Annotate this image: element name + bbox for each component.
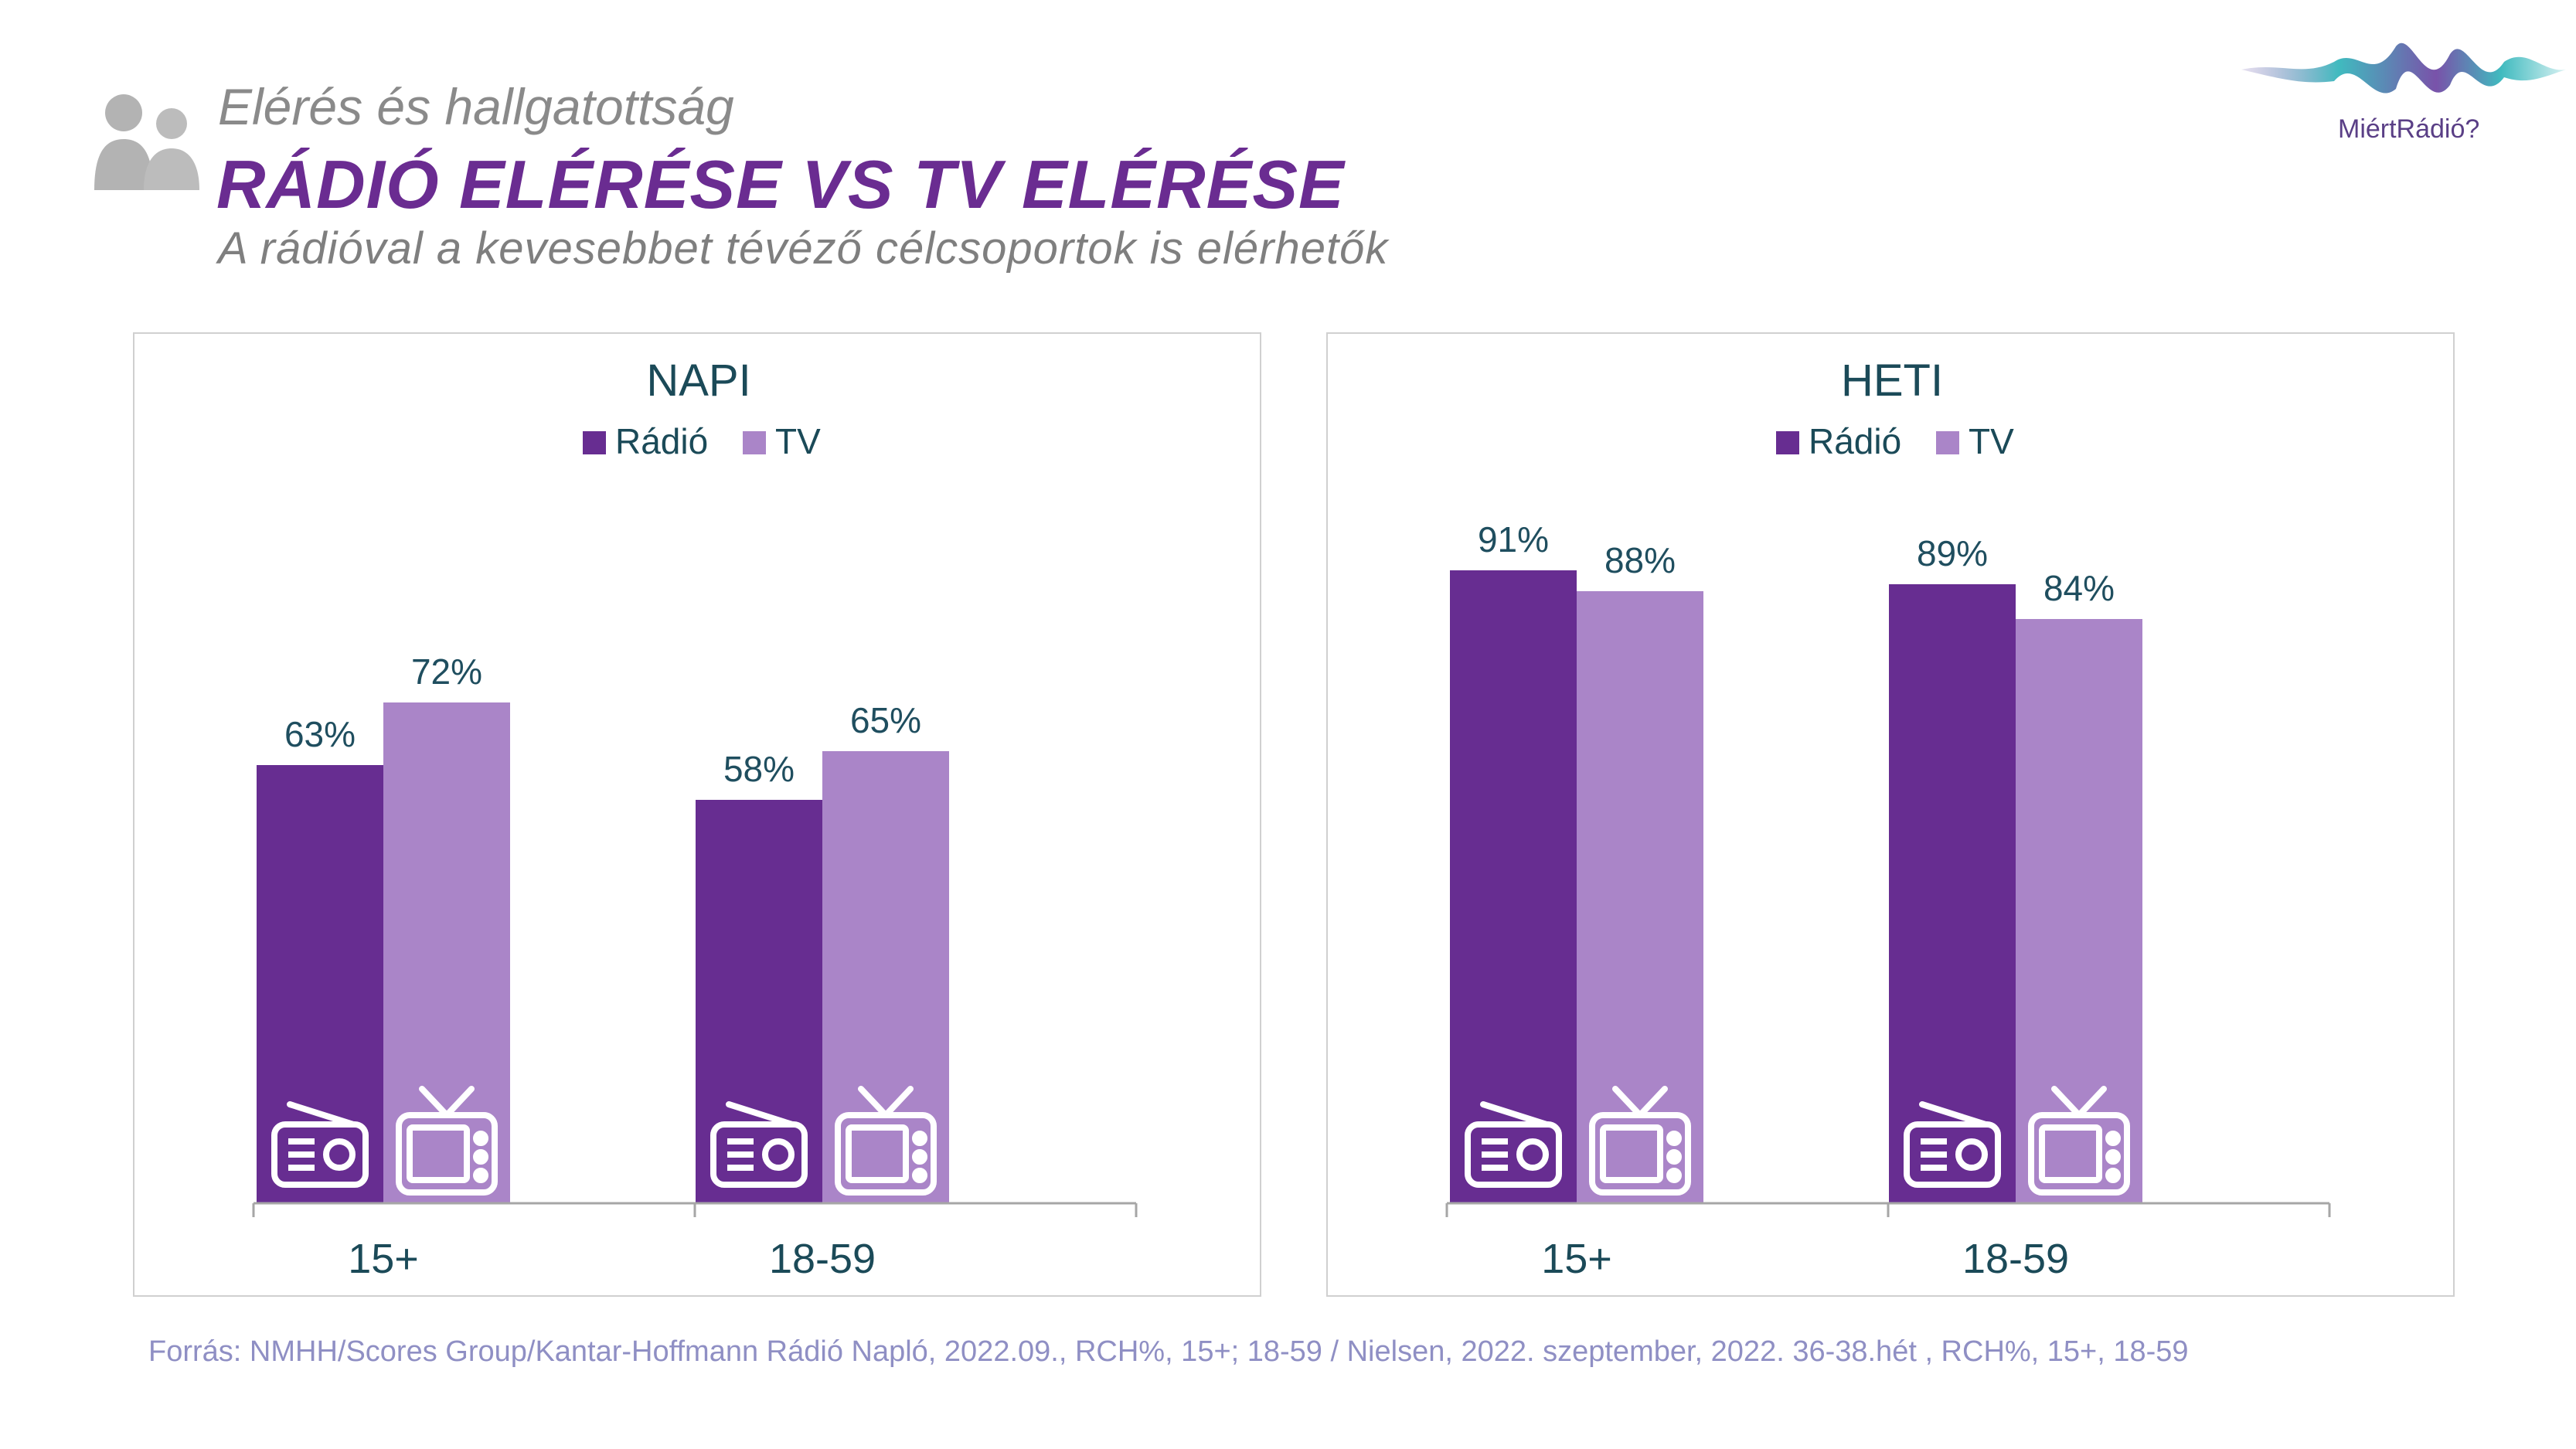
category-label: 18-59	[1962, 1236, 2069, 1282]
legend-label: Rádió	[615, 421, 708, 461]
legend-swatch	[743, 431, 766, 454]
bar	[2016, 619, 2142, 1203]
legend-swatch	[1936, 431, 1959, 454]
data-label: 58%	[723, 749, 795, 789]
data-label: 84%	[2043, 568, 2115, 608]
tv-icon	[2028, 1086, 2130, 1196]
page-subtitle: A rádióval a kevesebbet tévéző célcsopor…	[218, 223, 1389, 274]
data-label: 91%	[1478, 519, 1549, 560]
page-title: RÁDIÓ ELÉRÉSE VS TV ELÉRÉSE	[216, 146, 1345, 223]
chart-title: HETI	[1841, 355, 1943, 406]
bar	[1577, 591, 1703, 1203]
bar	[822, 751, 949, 1203]
tv-icon	[1589, 1086, 1691, 1196]
chart-napi: NAPI Rádió TV 63% 72% 15+ 58% 65% 18-59	[252, 355, 1138, 1282]
data-label: 88%	[1604, 540, 1676, 580]
legend-label: TV	[775, 421, 821, 461]
section-kicker: Elérés és hallgatottság	[218, 78, 734, 135]
people-icon	[94, 94, 199, 190]
category-label: 15+	[1541, 1236, 1612, 1282]
bar	[1889, 584, 2016, 1203]
chart-legend: Rádió TV	[1776, 421, 2014, 461]
chart-panel-heti: HETI Rádió TV 91% 88% 15+ 89% 84% 18-59	[1326, 332, 2455, 1297]
legend-label: TV	[1969, 421, 2014, 461]
radio-icon	[271, 1101, 369, 1188]
data-label: 89%	[1917, 533, 1988, 573]
data-label: 63%	[284, 714, 356, 754]
bar	[1450, 570, 1577, 1203]
category-label: 15+	[348, 1236, 419, 1282]
radio-icon	[710, 1101, 808, 1188]
data-label: 72%	[411, 651, 482, 692]
source-note: Forrás: NMHH/Scores Group/Kantar-Hoffman…	[148, 1335, 2189, 1368]
tv-icon	[396, 1086, 498, 1196]
radio-icon	[1465, 1101, 1562, 1188]
logo-text: MiértRádió?	[2338, 114, 2480, 144]
category-label: 18-59	[769, 1236, 876, 1282]
chart-heti: HETI Rádió TV 91% 88% 15+ 89% 84% 18-59	[1445, 355, 2331, 1282]
bar	[696, 800, 822, 1203]
radio-icon	[1904, 1101, 2001, 1188]
miert-radio-logo	[2241, 43, 2566, 94]
legend-swatch	[583, 431, 606, 454]
legend-label: Rádió	[1809, 421, 1901, 461]
chart-title: NAPI	[646, 355, 750, 406]
chart-panel-napi: NAPI Rádió TV 63% 72% 15+ 58% 65% 18-59	[133, 332, 1261, 1297]
tv-icon	[835, 1086, 937, 1196]
data-label: 65%	[850, 700, 921, 740]
chart-legend: Rádió TV	[583, 421, 821, 461]
legend-swatch	[1776, 431, 1799, 454]
